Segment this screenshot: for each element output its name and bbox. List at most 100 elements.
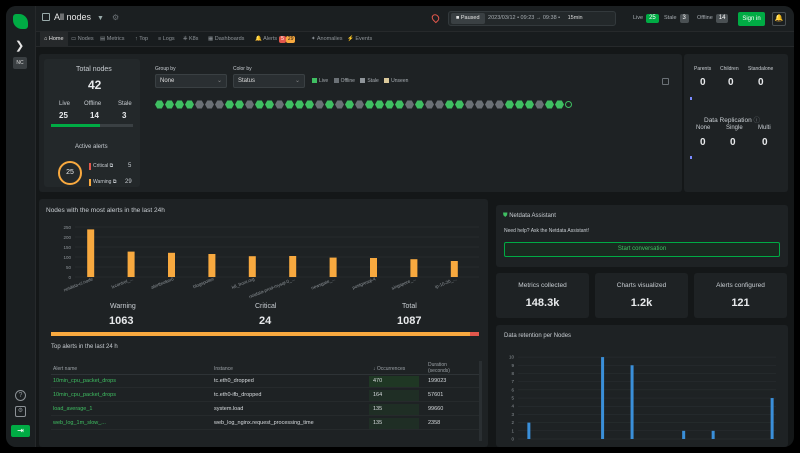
live-filter[interactable]: Live 25: [633, 14, 659, 23]
node-hex[interactable]: [565, 101, 572, 108]
retention-bar[interactable]: [630, 365, 634, 439]
alert-bar[interactable]: [370, 258, 377, 277]
node-hex[interactable]: [315, 100, 324, 109]
tab-alerts[interactable]: 🔔 Alerts 5 29: [255, 36, 296, 43]
tab-top[interactable]: ↑ Top: [135, 36, 149, 42]
table-row[interactable]: load_average_1 system.load 135 99660: [51, 403, 479, 416]
alert-bar[interactable]: [127, 251, 135, 277]
col-alert-name[interactable]: Alert name: [53, 366, 78, 372]
node-hex[interactable]: [285, 100, 294, 109]
save-icon[interactable]: [662, 78, 669, 85]
color-by-select[interactable]: Status ⌄: [233, 74, 305, 88]
node-hex[interactable]: [295, 100, 304, 109]
table-row[interactable]: 10min_cpu_packet_drops tc.eth0_dropped 470…: [51, 375, 479, 388]
node-hex[interactable]: [175, 100, 184, 109]
retention-bar[interactable]: [682, 430, 686, 439]
node-hex[interactable]: [445, 100, 454, 109]
table-row[interactable]: web_log_1m_slow_... web_log_nginx.request…: [51, 417, 479, 430]
alert-name-cell[interactable]: 10min_cpu_packet_drops: [53, 392, 116, 398]
node-hex[interactable]: [455, 100, 464, 109]
alert-bar[interactable]: [168, 252, 175, 277]
alert-bar[interactable]: [410, 259, 418, 277]
node-hex[interactable]: [185, 100, 194, 109]
col-instance[interactable]: Instance: [214, 366, 233, 372]
tab-dashboards[interactable]: ▦ Dashboards: [208, 36, 245, 42]
node-hex[interactable]: [465, 100, 474, 109]
alert-name-cell[interactable]: load_average_1: [53, 406, 93, 412]
tab-nodes[interactable]: ▭ Nodes: [71, 36, 94, 42]
room-selector[interactable]: All nodes ▼ ⚙: [42, 12, 119, 22]
node-hex[interactable]: [155, 100, 164, 109]
expand-sidebar-icon[interactable]: ❯: [15, 40, 25, 52]
alert-name-cell[interactable]: web_log_1m_slow_...: [53, 420, 106, 426]
alert-bar[interactable]: [87, 229, 95, 277]
node-hex[interactable]: [335, 100, 344, 109]
node-hex[interactable]: [345, 100, 354, 109]
table-scrollbar[interactable]: [479, 361, 482, 441]
node-hex[interactable]: [515, 100, 524, 109]
node-hex[interactable]: [355, 100, 364, 109]
tab-logs[interactable]: ≡ Logs: [158, 36, 175, 42]
node-hex[interactable]: [325, 100, 334, 109]
node-hex[interactable]: [435, 100, 444, 109]
node-hex[interactable]: [525, 100, 534, 109]
node-hex[interactable]: [225, 100, 234, 109]
sign-in-icon[interactable]: ⇥: [11, 425, 30, 437]
retention-bar[interactable]: [711, 430, 715, 439]
group-by-select[interactable]: None ⌄: [155, 74, 227, 88]
node-hex[interactable]: [245, 100, 254, 109]
location-pin-icon[interactable]: [430, 12, 441, 24]
tab-events[interactable]: ⚡ Events: [347, 36, 373, 42]
node-hex[interactable]: [405, 100, 414, 109]
node-hex[interactable]: [375, 100, 384, 109]
tab-metrics[interactable]: ▤ Metrics: [100, 36, 125, 42]
node-hex[interactable]: [235, 100, 244, 109]
node-hex[interactable]: [495, 100, 504, 109]
node-hex[interactable]: [555, 100, 564, 109]
node-hex[interactable]: [385, 100, 394, 109]
node-hex[interactable]: [475, 100, 484, 109]
node-hex[interactable]: [275, 100, 284, 109]
alert-name-cell[interactable]: 10min_cpu_packet_drops: [53, 378, 116, 384]
critical-label[interactable]: Critical ⧉: [93, 163, 114, 169]
alert-bar[interactable]: [329, 257, 337, 277]
retention-bar[interactable]: [527, 422, 531, 439]
offline-filter[interactable]: Offline 14: [697, 14, 729, 23]
node-hex[interactable]: [195, 100, 204, 109]
col-occurrences[interactable]: ↓ Occurrences: [373, 366, 406, 372]
alert-bar[interactable]: [450, 261, 458, 277]
node-hex[interactable]: [365, 100, 374, 109]
tab-k8s[interactable]: ⎈ K8s: [183, 36, 199, 42]
start-conversation-button[interactable]: Start conversation: [504, 242, 780, 257]
paused-button[interactable]: ■ Paused: [451, 13, 485, 24]
help-icon[interactable]: ?: [15, 390, 26, 401]
warning-label[interactable]: Warning ⧉: [93, 179, 117, 185]
col-duration[interactable]: Duration (seconds): [428, 362, 450, 374]
alert-bar[interactable]: [289, 256, 297, 277]
settings-icon[interactable]: ⚙: [15, 406, 26, 417]
node-hex[interactable]: [165, 100, 174, 109]
info-icon[interactable]: ⓘ: [753, 117, 761, 124]
stale-filter[interactable]: Stale 3: [664, 14, 689, 23]
node-hex[interactable]: [545, 100, 554, 109]
node-hex[interactable]: [205, 100, 214, 109]
sign-in-button[interactable]: Sign in: [738, 12, 765, 26]
node-hex[interactable]: [535, 100, 544, 109]
node-hex[interactable]: [485, 100, 494, 109]
tab-anomalies[interactable]: ✦ Anomalies: [311, 36, 343, 42]
retention-bar[interactable]: [601, 357, 605, 439]
space-avatar[interactable]: NC: [13, 57, 27, 69]
node-hex[interactable]: [265, 100, 274, 109]
room-settings-icon[interactable]: ⚙: [111, 13, 120, 22]
node-hex[interactable]: [215, 100, 224, 109]
node-hex[interactable]: [505, 100, 514, 109]
netdata-logo-icon[interactable]: [13, 14, 28, 29]
node-hex[interactable]: [425, 100, 434, 109]
node-hex[interactable]: [255, 100, 264, 109]
alert-bar[interactable]: [248, 256, 256, 277]
node-hex[interactable]: [415, 100, 424, 109]
node-hex[interactable]: [395, 100, 404, 109]
notifications-icon[interactable]: 🔔: [772, 12, 786, 26]
alert-bar[interactable]: [208, 254, 216, 277]
table-row[interactable]: 10min_cpu_packet_drops tc.eth0-ifb_droppe…: [51, 389, 479, 402]
